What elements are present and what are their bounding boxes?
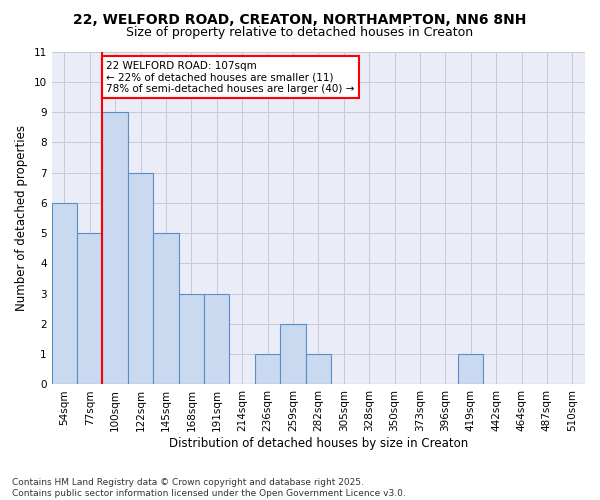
Bar (153, 233, 179, 384)
Bar (128, 172, 153, 384)
Text: 22, WELFORD ROAD, CREATON, NORTHAMPTON, NN6 8NH: 22, WELFORD ROAD, CREATON, NORTHAMPTON, … (73, 12, 527, 26)
Bar (305, 354, 331, 384)
X-axis label: Distribution of detached houses by size in Creaton: Distribution of detached houses by size … (169, 437, 468, 450)
Bar (280, 324, 305, 384)
Bar (204, 294, 229, 384)
Y-axis label: Number of detached properties: Number of detached properties (15, 125, 28, 311)
Text: Size of property relative to detached houses in Creaton: Size of property relative to detached ho… (127, 26, 473, 39)
Text: 22 WELFORD ROAD: 107sqm
← 22% of detached houses are smaller (11)
78% of semi-de: 22 WELFORD ROAD: 107sqm ← 22% of detache… (106, 60, 355, 94)
Bar (458, 354, 484, 384)
Text: Contains HM Land Registry data © Crown copyright and database right 2025.
Contai: Contains HM Land Registry data © Crown c… (12, 478, 406, 498)
Bar (77, 233, 103, 384)
Bar (179, 294, 204, 384)
Bar (255, 354, 280, 384)
Bar (103, 112, 128, 384)
Bar (52, 203, 77, 384)
